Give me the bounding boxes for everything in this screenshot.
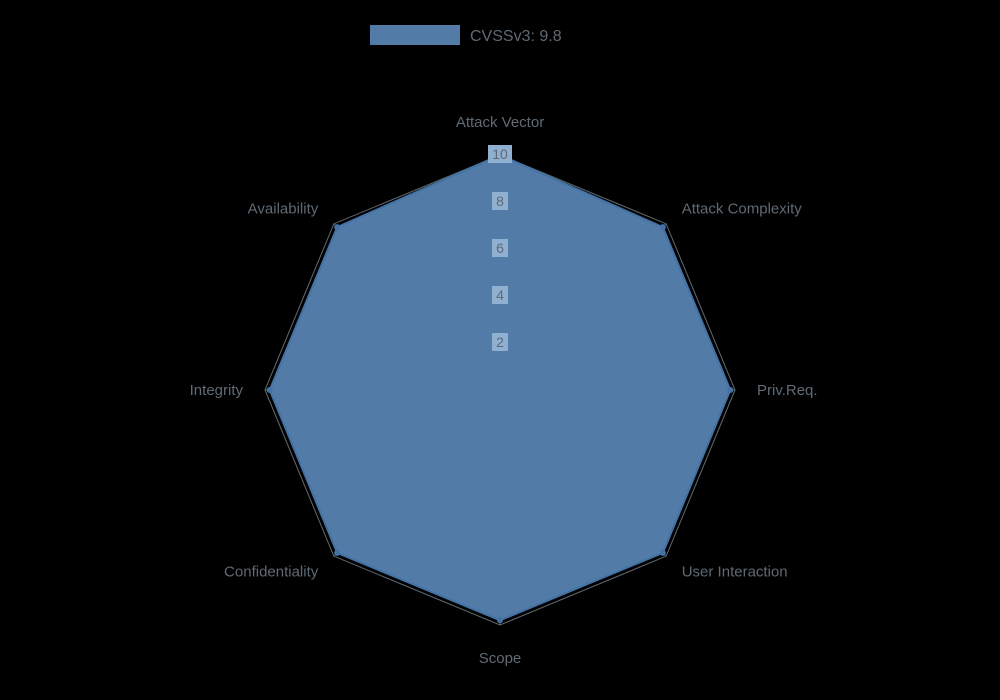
radar-chart-svg: 2 4 6 8 10 Attack Vector Attack Complexity Priv… xyxy=(0,0,1000,700)
tick-label: 2 xyxy=(496,334,504,350)
data-point xyxy=(267,387,273,393)
axis-label: Attack Vector xyxy=(456,114,544,131)
axis-label: User Interaction xyxy=(682,564,788,581)
data-point xyxy=(660,550,666,556)
legend: CVSSv3: 9.8 xyxy=(370,25,562,45)
legend-swatch xyxy=(370,25,460,45)
data-point xyxy=(334,550,340,556)
axis-label: Integrity xyxy=(190,382,244,399)
axis-label: Availability xyxy=(248,200,319,217)
axis-label: Scope xyxy=(479,650,522,667)
data-point xyxy=(727,387,733,393)
tick-label: 4 xyxy=(496,287,504,303)
data-point xyxy=(660,224,666,230)
data-point xyxy=(334,224,340,230)
legend-label: CVSSv3: 9.8 xyxy=(470,28,562,45)
axis-label: Priv.Req. xyxy=(757,382,818,399)
tick-label: 6 xyxy=(496,240,504,256)
axis-label: Confidentiality xyxy=(224,564,319,581)
tick-label: 8 xyxy=(496,193,504,209)
axis-label: Attack Complexity xyxy=(682,200,803,217)
data-point xyxy=(497,617,503,623)
tick-label: 10 xyxy=(492,146,508,162)
radar-chart-container: 2 4 6 8 10 Attack Vector Attack Complexity Priv… xyxy=(0,0,1000,700)
